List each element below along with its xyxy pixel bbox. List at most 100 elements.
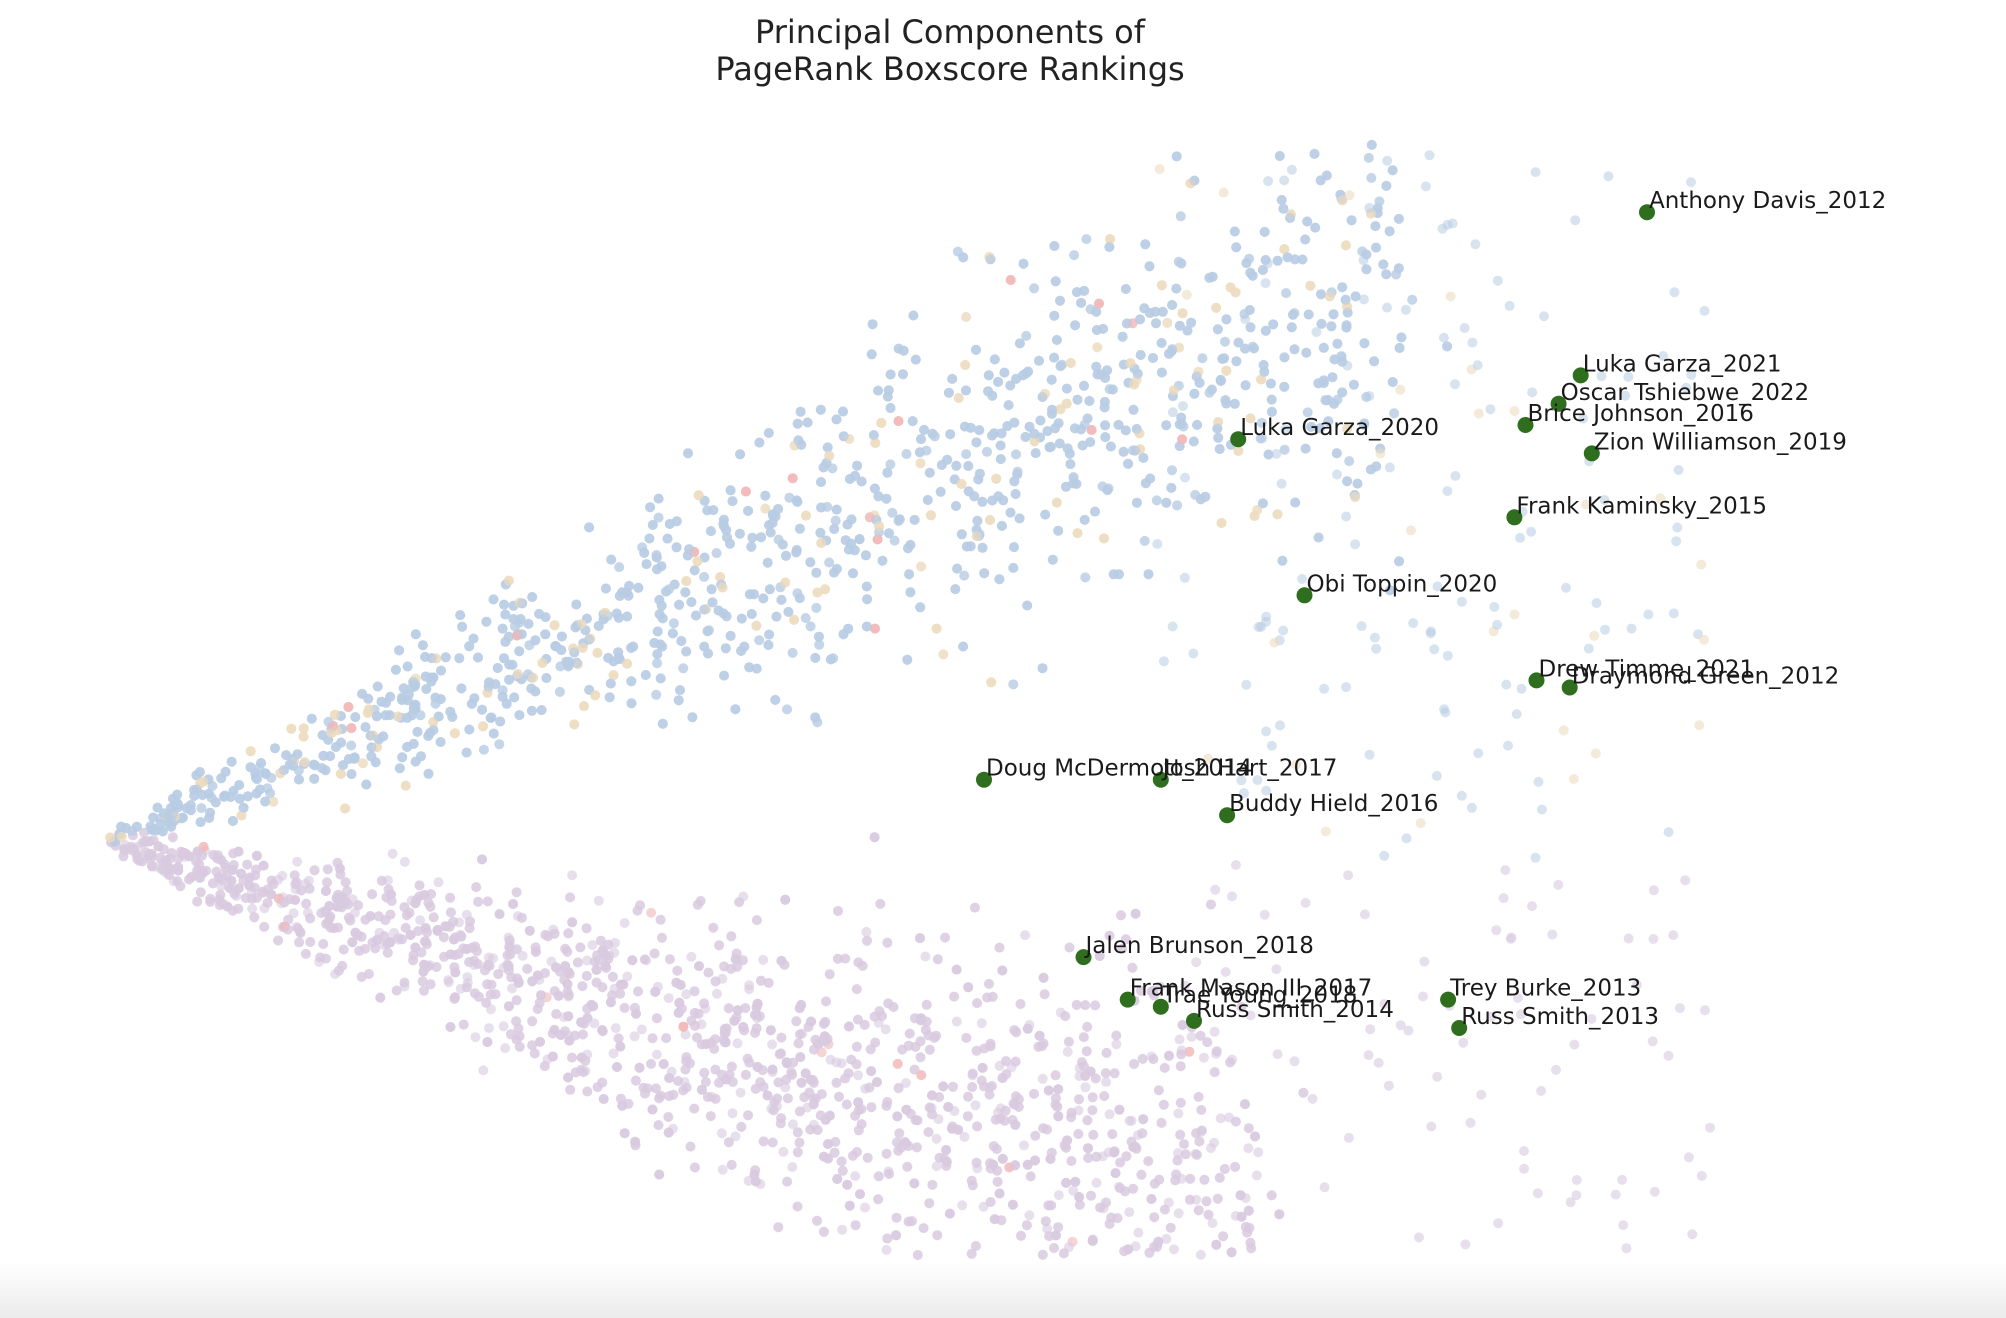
background-point <box>1363 152 1374 163</box>
background-point <box>881 1148 892 1159</box>
background-point <box>541 673 552 683</box>
background-point <box>1123 1244 1134 1255</box>
background-point <box>837 1165 848 1176</box>
background-point <box>1136 1169 1147 1180</box>
background-point <box>535 1036 545 1047</box>
background-point <box>1131 497 1142 508</box>
background-point <box>834 1091 844 1102</box>
background-point <box>1094 298 1104 309</box>
background-point <box>1062 1046 1073 1057</box>
background-point <box>986 1081 997 1091</box>
background-point <box>675 685 685 696</box>
background-point <box>786 1067 797 1078</box>
background-point <box>1175 211 1186 222</box>
background-point <box>309 865 320 876</box>
background-point <box>780 894 791 905</box>
background-point <box>794 523 805 534</box>
background-point <box>1030 1130 1041 1141</box>
background-point <box>661 586 671 597</box>
background-point <box>951 964 962 975</box>
background-point <box>1171 1169 1182 1180</box>
background-point <box>776 1048 786 1059</box>
background-point <box>1259 226 1270 237</box>
background-point <box>963 982 974 993</box>
background-point <box>681 1082 692 1093</box>
background-point <box>1039 989 1050 1000</box>
background-point <box>1074 1192 1085 1202</box>
background-point <box>997 965 1008 976</box>
background-point <box>494 739 505 750</box>
background-point <box>1024 1210 1035 1221</box>
background-point <box>410 942 421 953</box>
background-point <box>654 1169 665 1180</box>
background-point <box>328 923 339 934</box>
background-point <box>1029 1088 1039 1099</box>
background-point <box>560 961 571 972</box>
background-point <box>795 1052 806 1063</box>
background-point <box>873 1171 884 1182</box>
background-point <box>773 1077 784 1088</box>
background-point <box>825 654 836 665</box>
background-point <box>1185 1173 1196 1184</box>
background-point <box>1378 259 1389 270</box>
background-point <box>338 944 349 955</box>
background-point <box>432 925 443 935</box>
background-point <box>160 856 171 867</box>
background-point <box>300 948 311 959</box>
background-point <box>530 686 541 697</box>
background-point <box>743 1175 754 1186</box>
background-point <box>1109 1068 1120 1079</box>
background-point <box>387 848 398 859</box>
background-point <box>247 893 257 904</box>
background-point <box>875 898 886 909</box>
background-point <box>714 940 725 951</box>
background-point <box>614 562 625 573</box>
background-point <box>410 898 421 909</box>
background-point <box>340 803 351 814</box>
background-point <box>610 1023 621 1034</box>
background-point <box>1082 1115 1093 1126</box>
background-point <box>646 907 657 918</box>
background-point <box>1154 1174 1165 1185</box>
background-point <box>244 872 255 883</box>
background-point <box>505 1029 516 1040</box>
background-point <box>719 670 730 681</box>
background-point <box>591 964 602 975</box>
background-point <box>563 928 574 939</box>
background-point <box>608 670 619 681</box>
background-point <box>577 642 588 653</box>
background-point <box>445 1022 456 1032</box>
background-point <box>925 510 936 521</box>
background-point <box>345 915 356 926</box>
background-point <box>1120 284 1131 294</box>
background-point <box>705 1111 716 1122</box>
background-point <box>721 1074 732 1085</box>
background-point <box>1100 420 1111 431</box>
background-point <box>941 1156 952 1167</box>
background-point <box>768 1105 779 1116</box>
background-point <box>1010 1160 1021 1171</box>
background-point <box>572 957 583 968</box>
background-point <box>674 997 685 1008</box>
background-point <box>921 999 932 1010</box>
background-point <box>792 1127 803 1138</box>
background-point <box>1176 258 1187 269</box>
background-point <box>1054 438 1065 449</box>
background-point <box>1100 1068 1111 1079</box>
background-point <box>689 986 700 997</box>
background-point <box>645 502 656 513</box>
background-point <box>924 1102 935 1113</box>
background-point <box>1101 1047 1112 1058</box>
background-point <box>445 949 456 960</box>
background-point <box>726 931 737 942</box>
background-point <box>1135 350 1146 360</box>
background-point <box>1080 1082 1091 1093</box>
background-point <box>242 791 253 802</box>
background-point <box>853 1014 863 1025</box>
background-point <box>1018 258 1029 269</box>
background-point <box>1332 338 1343 349</box>
background-point <box>331 901 342 912</box>
background-point <box>402 661 413 672</box>
background-point <box>1302 407 1313 418</box>
background-point <box>984 1089 995 1100</box>
